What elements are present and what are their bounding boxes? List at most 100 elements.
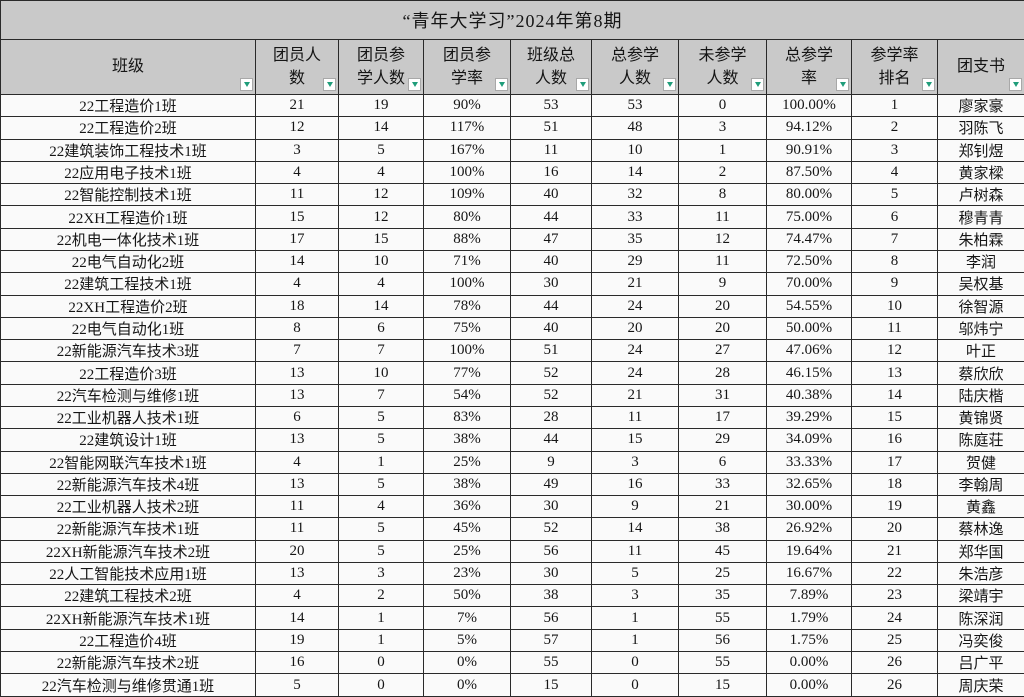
cell[interactable]: 17 bbox=[678, 405, 767, 430]
cell[interactable]: 5 bbox=[338, 405, 424, 430]
cell[interactable]: 22工程造价1班 bbox=[0, 93, 256, 118]
cell[interactable]: 40 bbox=[510, 183, 592, 207]
cell[interactable]: 5 bbox=[338, 517, 424, 541]
cell[interactable]: 22工程造价4班 bbox=[0, 628, 256, 653]
cell[interactable]: 55 bbox=[678, 606, 767, 630]
column-header-4[interactable]: 团员参学率 bbox=[423, 39, 511, 95]
cell[interactable]: 50% bbox=[423, 584, 511, 608]
filter-dropdown-icon[interactable] bbox=[576, 78, 589, 91]
cell[interactable]: 28 bbox=[510, 405, 592, 430]
cell[interactable]: 22人工智能技术应用1班 bbox=[0, 561, 256, 586]
cell[interactable]: 0 bbox=[338, 673, 424, 697]
cell[interactable]: 11 bbox=[510, 138, 592, 162]
cell[interactable]: 22新能源汽车技术2班 bbox=[0, 651, 256, 675]
cell[interactable]: 100% bbox=[423, 272, 511, 296]
cell[interactable]: 30 bbox=[510, 561, 592, 586]
cell[interactable]: 4 bbox=[338, 495, 424, 519]
cell[interactable]: 14 bbox=[338, 116, 424, 140]
cell[interactable]: 9 bbox=[591, 495, 679, 519]
cell[interactable]: 45% bbox=[423, 517, 511, 541]
cell[interactable]: 陈深润 bbox=[936, 606, 1024, 630]
cell[interactable]: 22工程造价3班 bbox=[0, 361, 256, 385]
cell[interactable]: 黄家樑 bbox=[936, 160, 1024, 185]
cell[interactable]: 8 bbox=[255, 316, 339, 341]
cell[interactable]: 57 bbox=[510, 628, 592, 653]
cell[interactable]: 5% bbox=[423, 628, 511, 653]
cell[interactable]: 88% bbox=[423, 227, 511, 251]
cell[interactable]: 15 bbox=[255, 205, 339, 229]
cell[interactable]: 100.00% bbox=[766, 93, 852, 118]
cell[interactable]: 13 bbox=[851, 361, 938, 385]
cell[interactable]: 15 bbox=[851, 405, 938, 430]
cell[interactable]: 1 bbox=[851, 93, 938, 118]
cell[interactable]: 74.47% bbox=[766, 227, 852, 251]
cell[interactable]: 1 bbox=[591, 606, 679, 630]
cell[interactable]: 29 bbox=[678, 428, 767, 452]
cell[interactable]: 100% bbox=[423, 160, 511, 185]
cell[interactable]: 19 bbox=[851, 495, 938, 519]
cell[interactable]: 117% bbox=[423, 116, 511, 140]
filter-dropdown-icon[interactable] bbox=[495, 78, 508, 91]
cell[interactable]: 24 bbox=[851, 606, 938, 630]
cell[interactable]: 17 bbox=[255, 227, 339, 251]
cell[interactable]: 11 bbox=[591, 539, 679, 563]
cell[interactable]: 109% bbox=[423, 183, 511, 207]
cell[interactable]: 49 bbox=[510, 472, 592, 497]
cell[interactable]: 22建筑装饰工程技术1班 bbox=[0, 138, 256, 162]
cell[interactable]: 蔡林逸 bbox=[936, 517, 1024, 541]
cell[interactable]: 13 bbox=[255, 472, 339, 497]
cell[interactable]: 77% bbox=[423, 361, 511, 385]
cell[interactable]: 13 bbox=[255, 361, 339, 385]
cell[interactable]: 冯奕俊 bbox=[936, 628, 1024, 653]
cell[interactable]: 47 bbox=[510, 227, 592, 251]
cell[interactable]: 2 bbox=[338, 584, 424, 608]
cell[interactable]: 26 bbox=[851, 651, 938, 675]
cell[interactable]: 16 bbox=[591, 472, 679, 497]
cell[interactable]: 5 bbox=[338, 472, 424, 497]
cell[interactable]: 李翰周 bbox=[936, 472, 1024, 497]
cell[interactable]: 40 bbox=[510, 316, 592, 341]
cell[interactable]: 11 bbox=[255, 183, 339, 207]
cell[interactable]: 80.00% bbox=[766, 183, 852, 207]
cell[interactable]: 54.55% bbox=[766, 294, 852, 318]
cell[interactable]: 22智能控制技术1班 bbox=[0, 183, 256, 207]
cell[interactable]: 郑钊煜 bbox=[936, 138, 1024, 162]
filter-dropdown-icon[interactable] bbox=[751, 78, 764, 91]
cell[interactable]: 16 bbox=[510, 160, 592, 185]
cell[interactable]: 8 bbox=[678, 183, 767, 207]
cell[interactable]: 51 bbox=[510, 116, 592, 140]
cell[interactable]: 94.12% bbox=[766, 116, 852, 140]
cell[interactable]: 35 bbox=[678, 584, 767, 608]
cell[interactable]: 12 bbox=[851, 339, 938, 363]
cell[interactable]: 吕广平 bbox=[936, 651, 1024, 675]
cell[interactable]: 14 bbox=[591, 517, 679, 541]
cell[interactable]: 10 bbox=[338, 361, 424, 385]
cell[interactable]: 20 bbox=[255, 539, 339, 563]
cell[interactable]: 54% bbox=[423, 383, 511, 407]
cell[interactable]: 25 bbox=[678, 561, 767, 586]
filter-dropdown-icon[interactable] bbox=[1009, 78, 1023, 91]
cell[interactable]: 7 bbox=[338, 383, 424, 407]
cell[interactable]: 48 bbox=[591, 116, 679, 140]
cell[interactable]: 黄锦贤 bbox=[936, 405, 1024, 430]
cell[interactable]: 5 bbox=[338, 138, 424, 162]
cell[interactable]: 23 bbox=[851, 584, 938, 608]
column-header-5[interactable]: 班级总人数 bbox=[510, 39, 592, 95]
cell[interactable]: 25% bbox=[423, 539, 511, 563]
cell[interactable]: 75% bbox=[423, 316, 511, 341]
cell[interactable]: 廖家豪 bbox=[936, 93, 1024, 118]
cell[interactable]: 穆青青 bbox=[936, 205, 1024, 229]
cell[interactable]: 22机电一体化技术1班 bbox=[0, 227, 256, 251]
cell[interactable]: 19 bbox=[338, 93, 424, 118]
cell[interactable]: 22工业机器人技术2班 bbox=[0, 495, 256, 519]
cell[interactable]: 44 bbox=[510, 294, 592, 318]
cell[interactable]: 12 bbox=[678, 227, 767, 251]
cell[interactable]: 32 bbox=[591, 183, 679, 207]
cell[interactable]: 蔡欣欣 bbox=[936, 361, 1024, 385]
cell[interactable]: 0 bbox=[338, 651, 424, 675]
cell[interactable]: 16 bbox=[851, 428, 938, 452]
column-header-10[interactable]: 团支书 bbox=[936, 39, 1024, 95]
cell[interactable]: 22汽车检测与维修1班 bbox=[0, 383, 256, 407]
cell[interactable]: 56 bbox=[510, 606, 592, 630]
cell[interactable]: 13 bbox=[255, 428, 339, 452]
